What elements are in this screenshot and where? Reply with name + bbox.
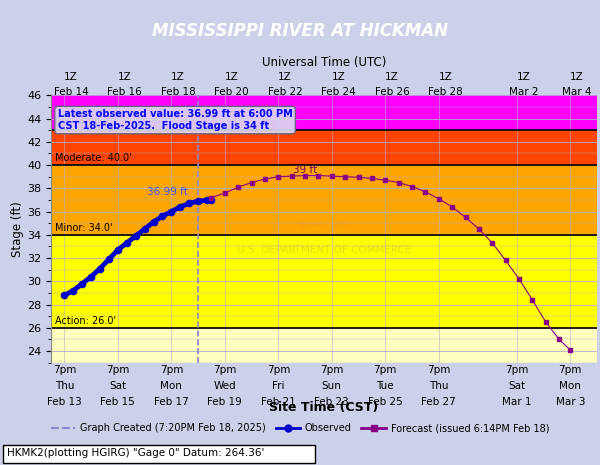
Text: Feb 18: Feb 18 — [161, 87, 196, 97]
Text: Feb 21: Feb 21 — [261, 397, 296, 406]
Text: 7pm: 7pm — [266, 365, 290, 375]
Text: Latest observed value: 36.99 ft at 6:00 PM
CST 18-Feb-2025.  Flood Stage is 34 f: Latest observed value: 36.99 ft at 6:00 … — [58, 109, 292, 131]
Text: Sat: Sat — [109, 381, 127, 391]
Text: Universal Time (UTC): Universal Time (UTC) — [262, 56, 386, 68]
Text: Feb 27: Feb 27 — [421, 397, 456, 406]
Text: 1Z: 1Z — [332, 73, 346, 82]
Legend: Graph Created (7:20PM Feb 18, 2025), Observed, Forecast (issued 6:14PM Feb 18): Graph Created (7:20PM Feb 18, 2025), Obs… — [47, 419, 553, 437]
Text: 36.99 ft: 36.99 ft — [148, 187, 188, 197]
Text: Feb 24: Feb 24 — [321, 87, 356, 97]
Text: Feb 14: Feb 14 — [53, 87, 88, 97]
Text: 1Z: 1Z — [64, 73, 78, 82]
Text: Thu: Thu — [55, 381, 74, 391]
Text: MISSISSIPPI RIVER AT HICKMAN: MISSISSIPPI RIVER AT HICKMAN — [152, 22, 448, 40]
Text: Maj: 43.0': Maj: 43.0' — [55, 118, 103, 128]
Text: Feb 23: Feb 23 — [314, 397, 349, 406]
Text: Feb 28: Feb 28 — [428, 87, 463, 97]
Text: Feb 16: Feb 16 — [107, 87, 142, 97]
Text: 39 ft: 39 ft — [293, 165, 317, 175]
Text: 7pm: 7pm — [320, 365, 343, 375]
Text: Site Time (CST): Site Time (CST) — [269, 401, 379, 414]
Text: Sat: Sat — [508, 381, 526, 391]
Text: Mar 3: Mar 3 — [556, 397, 585, 406]
Text: 1Z: 1Z — [385, 73, 399, 82]
Text: Mar 4: Mar 4 — [562, 87, 592, 97]
Text: 1Z: 1Z — [278, 73, 292, 82]
Text: Mar 2: Mar 2 — [509, 87, 538, 97]
Text: Feb 15: Feb 15 — [100, 397, 135, 406]
Bar — [51, 130, 597, 165]
Text: Feb 13: Feb 13 — [47, 397, 82, 406]
Y-axis label: Stage (ft): Stage (ft) — [11, 201, 24, 257]
Text: Wed: Wed — [214, 381, 236, 391]
Text: Tue: Tue — [376, 381, 394, 391]
Text: Action: 26.0': Action: 26.0' — [55, 316, 116, 326]
Text: HKMK2(plotting HGIRG) "Gage 0" Datum: 264.36': HKMK2(plotting HGIRG) "Gage 0" Datum: 26… — [7, 448, 265, 458]
Text: 7pm: 7pm — [160, 365, 183, 375]
Text: 7pm: 7pm — [427, 365, 451, 375]
Text: Sun: Sun — [322, 381, 342, 391]
Text: Feb 19: Feb 19 — [208, 397, 242, 406]
Text: 1Z: 1Z — [171, 73, 185, 82]
Bar — [51, 165, 597, 235]
Bar — [51, 95, 597, 130]
Text: 1Z: 1Z — [224, 73, 238, 82]
Text: 1Z: 1Z — [118, 73, 131, 82]
Text: Mar 1: Mar 1 — [502, 397, 532, 406]
Text: 7pm: 7pm — [106, 365, 130, 375]
Text: 7pm: 7pm — [213, 365, 236, 375]
Text: 7pm: 7pm — [559, 365, 582, 375]
Text: Feb 26: Feb 26 — [374, 87, 409, 97]
Text: 1Z: 1Z — [517, 73, 530, 82]
Bar — [51, 328, 597, 363]
Text: 1Z: 1Z — [439, 73, 452, 82]
Text: Feb 25: Feb 25 — [368, 397, 403, 406]
Text: Minor: 34.0': Minor: 34.0' — [55, 223, 113, 233]
Text: 7pm: 7pm — [505, 365, 529, 375]
Text: 7pm: 7pm — [374, 365, 397, 375]
FancyBboxPatch shape — [3, 445, 315, 463]
Text: Moderate: 40.0': Moderate: 40.0' — [55, 153, 131, 163]
Bar — [51, 235, 597, 328]
Text: Feb 22: Feb 22 — [268, 87, 302, 97]
Text: Feb 17: Feb 17 — [154, 397, 189, 406]
Text: 7pm: 7pm — [53, 365, 76, 375]
Text: Mon: Mon — [559, 381, 581, 391]
Text: Thu: Thu — [429, 381, 449, 391]
Text: NOAA / NWS: NOAA / NWS — [298, 219, 350, 228]
Text: U.S. DEPARTMENT OF COMMERCE: U.S. DEPARTMENT OF COMMERCE — [237, 246, 411, 255]
Text: Feb 20: Feb 20 — [214, 87, 249, 97]
Text: Mon: Mon — [160, 381, 182, 391]
Text: Fri: Fri — [272, 381, 284, 391]
Text: 1Z: 1Z — [570, 73, 584, 82]
